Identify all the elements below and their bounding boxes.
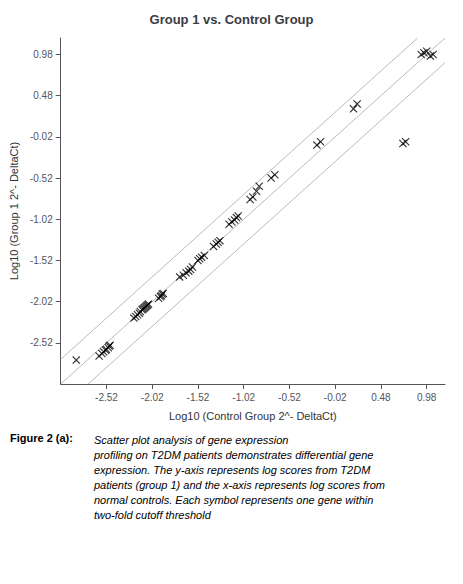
svg-text:-0.52: -0.52 xyxy=(278,392,301,403)
svg-text:profiling on T2DM patients dem: profiling on T2DM patients demonstrates … xyxy=(93,449,373,461)
svg-text:normal controls. Each symbol r: normal controls. Each symbol represents … xyxy=(94,494,373,506)
svg-text:-1.52: -1.52 xyxy=(187,392,210,403)
svg-text:-0.52: -0.52 xyxy=(30,173,53,184)
svg-text:-2.52: -2.52 xyxy=(30,337,53,348)
svg-text:two-fold cutoff threshold: two-fold cutoff threshold xyxy=(94,509,212,521)
svg-text:Scatter plot analysis of gene: Scatter plot analysis of gene expression xyxy=(94,434,288,446)
svg-text:-2.52: -2.52 xyxy=(95,392,118,403)
svg-text:-0.02: -0.02 xyxy=(324,392,347,403)
svg-text:Log10 (Group 1 2^- DeltaCt): Log10 (Group 1 2^- DeltaCt) xyxy=(8,142,20,280)
svg-text:-1.02: -1.02 xyxy=(232,392,255,403)
svg-text:patients (group 1) and the x-a: patients (group 1) and the x-axis repres… xyxy=(93,479,385,491)
svg-text:0.48: 0.48 xyxy=(33,90,53,101)
svg-text:0.48: 0.48 xyxy=(371,392,391,403)
svg-text:-2.02: -2.02 xyxy=(141,392,164,403)
svg-text:Group 1 vs. Control Group: Group 1 vs. Control Group xyxy=(150,12,314,27)
svg-text:expression. The y-axis represe: expression. The y-axis represents log sc… xyxy=(94,464,371,476)
svg-text:0.98: 0.98 xyxy=(33,49,53,60)
svg-text:-0.02: -0.02 xyxy=(30,131,53,142)
svg-text:Figure 2 (a):: Figure 2 (a): xyxy=(10,432,73,444)
svg-text:-1.52: -1.52 xyxy=(30,255,53,266)
svg-text:-1.02: -1.02 xyxy=(30,214,53,225)
svg-text:Log10 (Control Group 2^- Delta: Log10 (Control Group 2^- DeltaCt) xyxy=(169,410,337,422)
svg-text:0.98: 0.98 xyxy=(417,392,437,403)
svg-text:-2.02: -2.02 xyxy=(30,296,53,307)
